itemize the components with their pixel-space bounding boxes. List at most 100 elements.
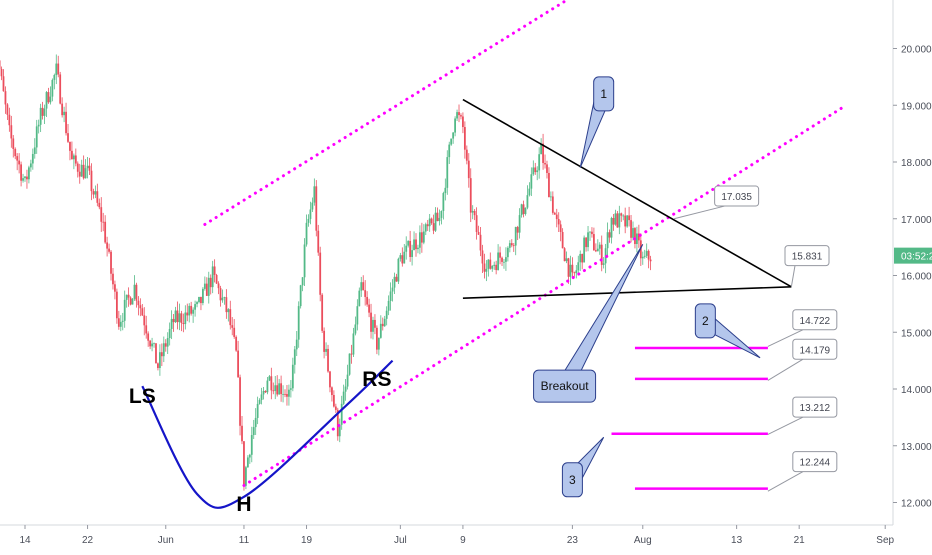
candle-body [583,238,585,263]
candle-body [413,239,415,250]
candle-body [626,215,628,226]
candle-body [421,232,423,242]
candle-body [546,164,548,173]
candle-body [354,324,356,333]
candle-body [120,322,122,327]
candle-body [560,224,562,232]
candle-body [362,282,364,290]
candle-body [319,253,321,295]
candle-body [394,277,396,288]
candle-body [3,76,5,91]
candle-body [591,232,593,234]
candle-body [523,204,525,214]
candle-body [511,243,513,245]
candle-body [87,166,89,168]
candle-body [351,354,353,355]
candle-body [214,266,216,274]
candle-body [165,343,167,346]
candle-body [441,211,443,218]
candle-body [317,231,319,253]
candle-body [83,165,85,178]
candle-body [356,306,358,324]
candle-body [505,257,507,262]
candle-body [190,306,192,314]
candle-body [1,69,3,76]
candle-body [396,277,398,282]
y-tick-label: 19.000 [901,101,932,112]
candle-body [85,168,87,178]
candle-body [325,349,327,352]
candle-body [335,407,337,410]
candle-body [55,64,57,75]
candle-body [390,292,392,301]
candle-body [292,365,294,389]
candle-body [8,115,10,125]
candle-body [468,161,470,178]
candle-body [534,167,536,172]
candle-body [81,165,83,177]
candle-body [261,394,263,400]
candle-body [392,288,394,292]
candle-body [5,91,7,104]
y-tick-label: 14.000 [901,385,932,396]
candle-body [268,376,270,380]
candle-body [278,383,280,394]
candle-body [464,127,466,150]
candle-body [108,249,110,252]
candle-body [429,219,431,227]
candle-body [628,215,630,220]
candle-body [44,109,46,116]
candle-body [433,223,435,231]
candle-body [503,262,505,263]
candle-body [100,207,102,222]
candle-body [235,337,237,351]
candle-body [231,325,233,328]
candle-body [589,232,591,233]
candle-body [184,313,186,324]
candle-body [446,157,448,188]
candle-body [570,265,572,277]
candle-body [489,260,491,269]
candle-body [175,311,177,323]
candle-body [104,222,106,243]
candle-body [274,385,276,391]
candle-body [12,138,14,148]
candle-body [329,371,331,387]
candle-body [63,112,65,115]
candle-body [495,265,497,270]
candle-body [48,92,50,102]
candle-body [280,383,282,394]
candle-body [399,255,401,259]
candle-body [382,324,384,326]
x-tick-label: 23 [567,535,579,546]
candle-body [376,328,378,350]
candle-body [622,216,624,217]
candle-body [306,223,308,245]
candle-body [20,164,22,180]
candle-body [315,186,317,230]
candle-body [476,215,478,232]
candle-body [222,298,224,301]
candle-body [444,188,446,193]
candle-body [370,313,372,332]
candle-body [300,285,302,306]
candle-body [454,118,456,132]
candle-body [603,263,605,265]
candle-body [202,289,204,303]
candle-body [507,248,509,257]
candle-body [601,245,603,265]
candle-body [128,295,130,298]
candle-body [290,388,292,389]
candle-body [311,203,313,210]
candle-body [106,242,108,248]
candle-body [487,260,489,269]
candle-body [73,155,75,159]
candle-body [40,108,42,125]
candle-body [302,277,304,285]
candle-body [575,270,577,273]
candle-body [509,243,511,248]
candle-body [474,211,476,215]
candle-body [124,300,126,321]
